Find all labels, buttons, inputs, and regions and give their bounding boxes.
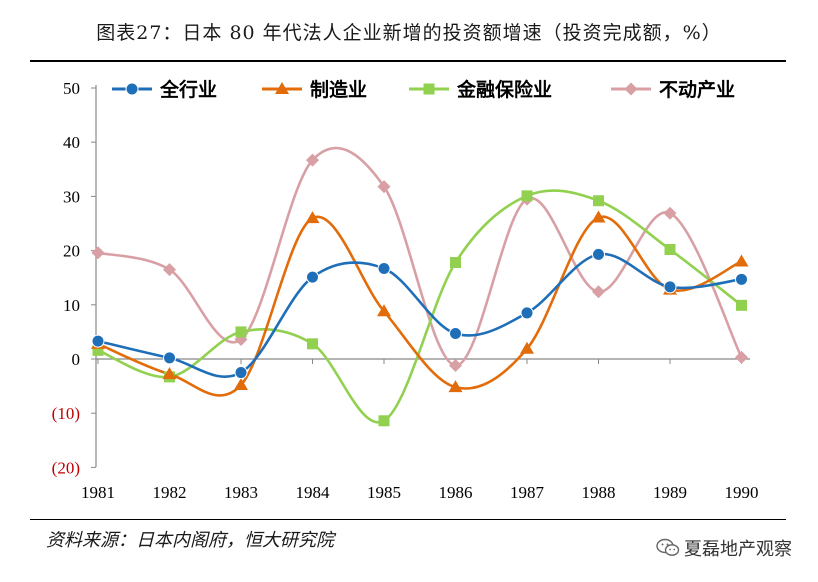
data-point-square (664, 244, 676, 256)
source-note: 资料来源：日本内阁府，恒大研究院 (46, 530, 334, 551)
x-tick-label: 1987 (510, 483, 545, 502)
data-point-diamond (449, 359, 462, 373)
x-tick-label: 1982 (153, 483, 187, 502)
series-lines (96, 146, 743, 424)
x-tick-label: 1984 (296, 483, 331, 502)
legend-swatch-marker (423, 83, 435, 95)
x-axis-ticks: 1981 1982 1983 1984 1985 1986 1987 1988 1989 1990 (81, 359, 759, 502)
data-point-diamond (663, 206, 677, 220)
series-markers (91, 153, 749, 427)
data-point-circle (306, 270, 319, 284)
data-point-diamond (377, 180, 391, 194)
data-point-diamond (592, 285, 605, 299)
data-point-circle (520, 306, 534, 320)
y-tick-label: 40 (63, 133, 80, 152)
legend-label: 全行业 (159, 78, 217, 101)
y-tick-label: (20) (52, 458, 80, 477)
data-point-diamond (735, 350, 748, 364)
wechat-icon (656, 538, 680, 556)
y-tick-label: 0 (72, 350, 81, 369)
watermark: 夏磊地产观察 (656, 535, 792, 561)
legend-label: 不动产业 (659, 78, 735, 101)
data-point-triangle (520, 341, 534, 354)
data-point-square (307, 338, 318, 350)
x-tick-label: 1981 (81, 483, 115, 502)
y-tick-label: 20 (63, 242, 80, 261)
data-point-square (450, 257, 461, 269)
legend-swatch-marker (275, 82, 289, 94)
x-tick-label: 1989 (653, 483, 687, 502)
title-rule (30, 60, 786, 62)
chart-axes (95, 85, 750, 467)
data-point-square (593, 195, 604, 207)
x-tick-label: 1985 (367, 483, 401, 502)
x-tick-label: 1988 (582, 483, 616, 502)
data-point-circle (663, 280, 677, 294)
chart-legend: 全行业 制造业 金融保险业 不动产业 (112, 78, 735, 101)
y-tick-label: 30 (63, 187, 80, 206)
y-tick-label: 10 (63, 296, 80, 315)
y-tick-label: (10) (52, 404, 80, 423)
legend-label: 金融保险业 (456, 78, 552, 101)
data-point-square (92, 344, 104, 356)
legend-swatch-marker (624, 82, 638, 96)
data-point-diamond (91, 246, 105, 260)
data-point-square (235, 326, 247, 338)
source-rule (30, 519, 786, 520)
data-point-circle (449, 327, 462, 341)
series-line-circle (96, 252, 743, 378)
data-point-triangle (734, 254, 749, 267)
data-point-square (736, 299, 747, 311)
data-point-circle (91, 334, 105, 348)
data-point-triangle (305, 211, 320, 224)
data-point-triangle (234, 378, 248, 391)
data-point-diamond (306, 153, 319, 167)
y-tick-label: 50 (63, 79, 80, 98)
figure-title: 图表27：日本 80 年代法人企业新增的投资额增速（投资完成额，%） (96, 22, 722, 44)
data-point-square (378, 415, 390, 427)
data-point-circle (234, 366, 248, 380)
series-line-square (96, 189, 743, 424)
data-point-triangle (591, 210, 606, 223)
x-tick-label: 1983 (224, 483, 258, 502)
data-point-circle (163, 351, 176, 365)
data-point-square (521, 190, 533, 202)
legend-label: 制造业 (310, 78, 367, 101)
x-tick-label: 1990 (725, 483, 759, 502)
data-point-circle (735, 272, 748, 286)
watermark-text: 夏磊地产观察 (684, 539, 792, 560)
legend-swatch-marker (125, 82, 139, 96)
data-point-triangle (377, 304, 391, 317)
data-point-triangle (162, 367, 177, 380)
x-tick-label: 1986 (439, 483, 473, 502)
series-line-triangle (96, 215, 743, 397)
data-point-triangle (448, 380, 463, 393)
data-point-diamond (163, 263, 176, 277)
data-point-circle (592, 247, 605, 261)
y-axis-ticks: (20) (10) 0 10 20 30 40 50 (52, 79, 96, 477)
series-line-diamond (96, 146, 743, 367)
data-point-circle (377, 261, 391, 275)
